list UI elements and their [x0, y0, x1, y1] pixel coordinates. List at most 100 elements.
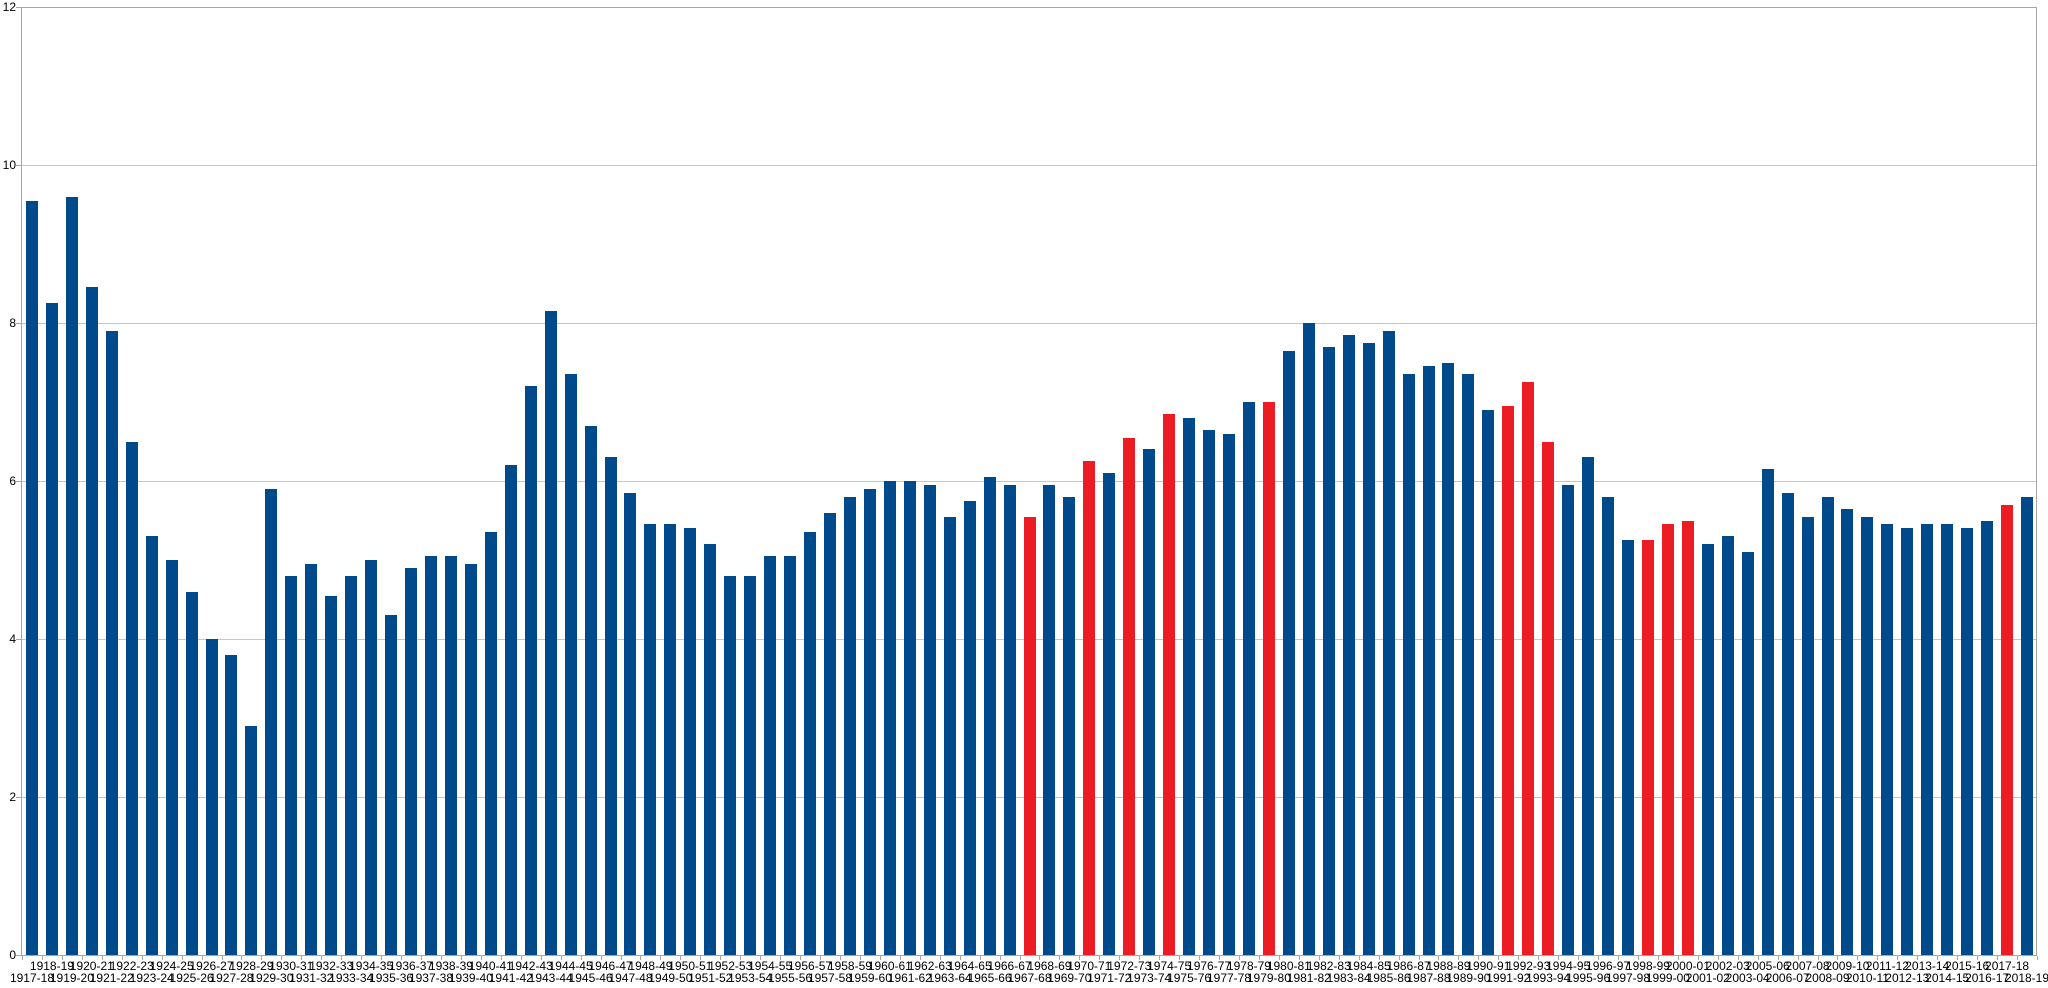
x-axis-tick: [1418, 956, 1420, 960]
x-axis-label-1997-98: 1997-98: [1605, 971, 1651, 985]
bar-1933-34: [345, 575, 358, 955]
bar-1937-38: [424, 556, 437, 955]
x-axis-label-1976-77: 1976-77: [1187, 959, 1232, 973]
x-axis-tick: [1817, 956, 1819, 960]
x-axis-label-1985-86: 1985-86: [1366, 971, 1411, 985]
y-axis-tick-0: [16, 955, 22, 956]
x-axis-label-1938-39: 1938-39: [428, 959, 473, 973]
x-axis-label-1984-85: 1984-85: [1346, 959, 1391, 973]
bar-2002-03: [1721, 536, 1734, 955]
bar-1967-68: [1023, 516, 1036, 955]
bar-1984-85: [1362, 342, 1375, 955]
bar-1946-47: [604, 457, 617, 955]
bar-1966-67: [1003, 484, 1016, 955]
y-axis-label-6: 6: [9, 474, 16, 488]
bar-1941-42: [504, 465, 517, 955]
bar-2007-08: [1801, 516, 1814, 955]
x-axis-label-1981-82: 1981-82: [1286, 971, 1331, 985]
bar-1994-95: [1562, 484, 1575, 955]
x-axis-tick: [361, 956, 363, 960]
x-axis-tick: [760, 956, 762, 960]
x-axis-tick: [740, 956, 742, 960]
x-axis-tick: [1079, 956, 1081, 960]
x-axis-tick: [1039, 956, 1041, 960]
x-axis-label-1927-28: 1927-28: [209, 971, 254, 985]
x-axis-tick: [1657, 956, 1659, 960]
x-axis-tick: [141, 956, 143, 960]
x-axis-tick: [440, 956, 442, 960]
bar-1989-90: [1462, 374, 1475, 955]
bar-2010-11: [1861, 516, 1874, 955]
bar-2003-04: [1741, 552, 1754, 955]
x-axis-tick: [640, 956, 642, 960]
x-axis-tick: [1318, 956, 1320, 960]
bar-1953-54: [744, 575, 757, 955]
x-axis-tick: [1398, 956, 1400, 960]
x-axis-label-1923-24: 1923-24: [129, 971, 174, 985]
x-axis-tick: [181, 956, 183, 960]
x-axis-tick: [1199, 956, 1201, 960]
bar-1926-27: [205, 639, 218, 955]
x-axis-label-1960-61: 1960-61: [867, 959, 912, 973]
x-axis-tick: [261, 956, 263, 960]
bar-2012-13: [1901, 528, 1914, 955]
x-axis-tick: [700, 956, 702, 960]
x-axis-tick: [1358, 956, 1360, 960]
bar-1919-20: [65, 196, 78, 955]
y-axis-tick-4: [16, 639, 22, 640]
y-axis-tick-10: [16, 165, 22, 166]
x-axis-tick: [1697, 956, 1699, 960]
x-axis-label-2003-04: 2003-04: [1725, 971, 1770, 985]
bar-1996-97: [1602, 496, 1615, 955]
x-axis-label-1995-96: 1995-96: [1566, 971, 1611, 985]
x-axis-label-1950-51: 1950-51: [668, 959, 713, 973]
bar-1962-63: [923, 484, 936, 955]
x-axis-tick: [281, 956, 283, 960]
bar-1939-40: [464, 563, 477, 955]
x-axis-tick: [1777, 956, 1779, 960]
x-axis-tick: [341, 956, 343, 960]
x-axis-label-1966-67: 1966-67: [987, 959, 1032, 973]
x-axis-tick: [1179, 956, 1181, 960]
bar-1986-87: [1402, 374, 1415, 955]
x-axis-label-1920-21: 1920-21: [69, 959, 114, 973]
bar-1936-37: [405, 567, 418, 955]
x-axis-label-1979-80: 1979-80: [1246, 971, 1291, 985]
bar-1924-25: [165, 560, 178, 955]
x-axis-tick: [81, 956, 83, 960]
x-axis-tick: [1937, 956, 1939, 960]
x-axis-tick: [1298, 956, 1300, 960]
x-axis-label-2005-06: 2005-06: [1745, 959, 1790, 973]
x-axis-label-1931-32: 1931-32: [289, 971, 334, 985]
x-axis-label-2017-18: 2017-18: [1985, 959, 2030, 973]
x-axis-label-1983-84: 1983-84: [1326, 971, 1371, 985]
x-axis-label-1970-71: 1970-71: [1067, 959, 1112, 973]
x-axis-tick: [1957, 956, 1959, 960]
x-axis-tick: [1099, 956, 1101, 960]
bar-1917-18: [25, 200, 38, 955]
x-axis-tick: [1917, 956, 1919, 960]
x-axis-tick: [1238, 956, 1240, 960]
y-axis-label-4: 4: [9, 632, 16, 646]
bar-1958-59: [843, 496, 856, 955]
bar-1931-32: [305, 563, 318, 955]
x-axis-tick: [1578, 956, 1580, 960]
x-axis-tick: [321, 956, 323, 960]
x-axis-label-1930-31: 1930-31: [269, 959, 314, 973]
x-axis-label-1969-70: 1969-70: [1047, 971, 1092, 985]
bar-1982-83: [1322, 346, 1335, 955]
x-axis-label-2008-09: 2008-09: [1805, 971, 1850, 985]
bar-1987-88: [1422, 366, 1435, 955]
bar-1980-81: [1282, 350, 1295, 955]
x-axis-label-1993-94: 1993-94: [1526, 971, 1571, 985]
x-axis-tick: [1618, 956, 1620, 960]
bar-2016-17: [1981, 520, 1994, 955]
bar-2005-06: [1761, 469, 1774, 955]
x-axis-label-2015-16: 2015-16: [1945, 959, 1990, 973]
x-axis-tick: [421, 956, 422, 960]
x-axis-label-1948-49: 1948-49: [628, 959, 673, 973]
x-axis-label-1965-66: 1965-66: [967, 971, 1012, 985]
x-axis-tick: [1897, 956, 1899, 960]
y-axis-tick-6: [16, 481, 22, 482]
x-axis-label-1971-72: 1971-72: [1087, 971, 1132, 985]
